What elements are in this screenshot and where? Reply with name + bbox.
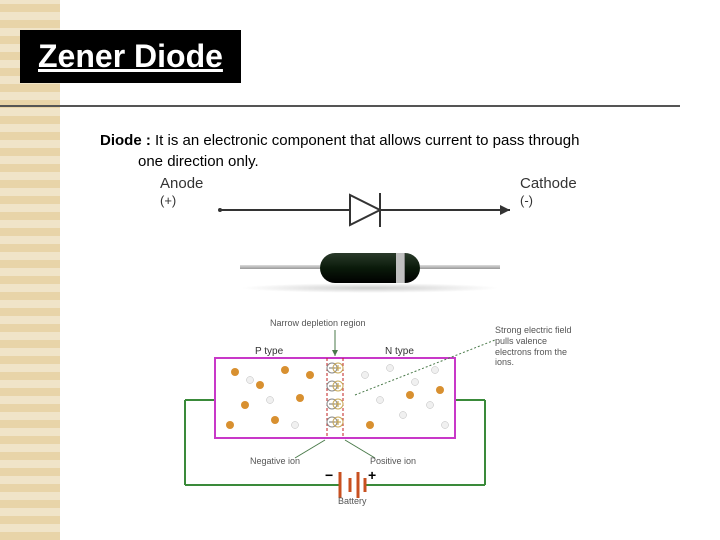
n-minor: [436, 386, 444, 394]
pos-ion-label: Positive ion: [370, 456, 416, 466]
n-dot: [400, 412, 407, 419]
n-type-label: N type: [385, 346, 414, 357]
diode-lead-left: [240, 265, 320, 269]
p-dot: [241, 401, 249, 409]
anode-text: Anode: [160, 175, 203, 192]
n-dot: [387, 365, 394, 372]
n-minor: [406, 391, 414, 399]
n-dot: [377, 397, 384, 404]
diode-shadow: [240, 283, 500, 293]
p-minor: [247, 377, 254, 384]
definition-line2: one direction only.: [138, 153, 259, 170]
p-dot: [296, 394, 304, 402]
p-dot: [306, 371, 314, 379]
n-dot: [427, 402, 434, 409]
n-dot: [432, 367, 439, 374]
n-dot: [362, 372, 369, 379]
pn-junction-diagram: Narrow depletion region P type N type St…: [155, 310, 605, 510]
annot-arrow-top: [332, 350, 338, 356]
definition-line1: It is an electronic component that allow…: [155, 132, 579, 149]
cathode-label: Cathode (-): [520, 175, 577, 209]
p-dot: [281, 366, 289, 374]
battery-plus: +: [368, 467, 376, 483]
page-title: Zener Diode: [38, 38, 223, 74]
anode-terminal: [218, 208, 222, 212]
anode-sign: (+): [160, 193, 176, 208]
p-type-label: P type: [255, 346, 283, 357]
p-minor: [267, 397, 274, 404]
n-minor: [366, 421, 374, 429]
title-underline: [0, 105, 680, 107]
n-dot: [412, 379, 419, 386]
diode-triangle-icon: [350, 195, 380, 225]
p-dot: [271, 416, 279, 424]
n-dot: [442, 422, 449, 429]
title-container: Zener Diode: [20, 30, 241, 83]
neg-ion-label: Negative ion: [250, 456, 300, 466]
cathode-text: Cathode: [520, 175, 577, 192]
cathode-sign: (-): [520, 193, 533, 208]
current-arrow-icon: [500, 205, 510, 215]
p-dot: [226, 421, 234, 429]
definition-term: Diode :: [100, 132, 151, 149]
p-dot: [256, 381, 264, 389]
battery-minus: −: [325, 467, 333, 483]
narrow-depletion-label: Narrow depletion region: [270, 318, 366, 328]
definition-text: Diode : It is an electronic component th…: [100, 130, 660, 172]
p-minor: [292, 422, 299, 429]
diode-photo: [200, 245, 540, 295]
diode-symbol-diagram: Anode (+) Cathode (-): [150, 175, 590, 235]
anode-label: Anode (+): [160, 175, 203, 209]
diode-cathode-band: [396, 253, 405, 283]
diode-lead-right: [420, 265, 500, 269]
p-dot: [231, 368, 239, 376]
strong-field-label: Strong electric field pulls valence elec…: [495, 325, 595, 368]
battery-label: Battery: [338, 496, 367, 506]
diode-body: [320, 253, 420, 283]
